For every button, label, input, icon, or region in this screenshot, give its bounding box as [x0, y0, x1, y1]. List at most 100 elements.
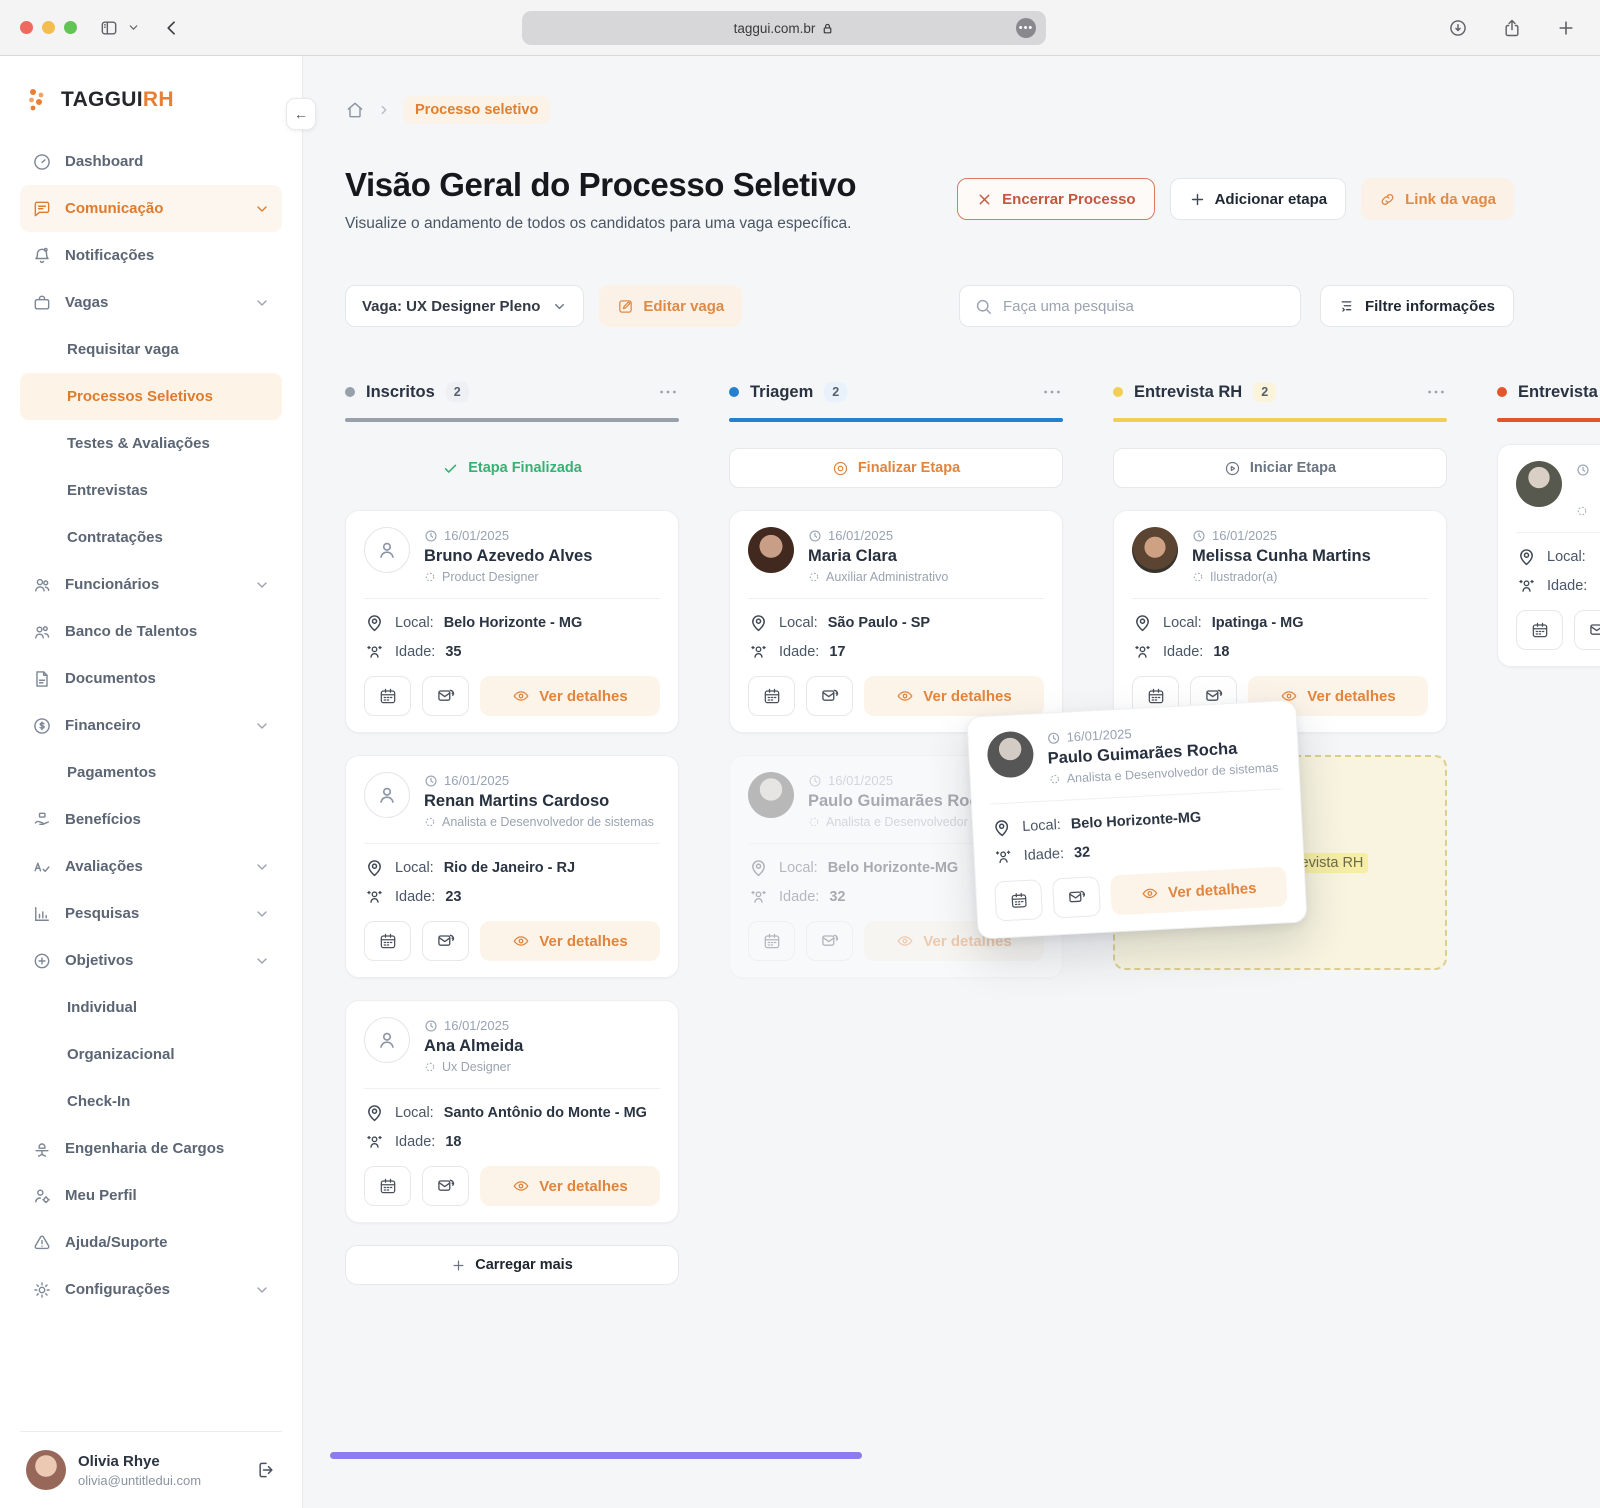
search-input[interactable] — [1002, 297, 1286, 315]
load-more-button[interactable]: Carregar mais — [345, 1245, 679, 1285]
clock-icon — [1576, 463, 1590, 477]
view-details-button[interactable]: Ver detalhes — [480, 921, 660, 961]
breadcrumb-current[interactable]: Processo seletivo — [403, 96, 551, 124]
sidebar-item-financeiro[interactable]: Financeiro — [20, 702, 282, 749]
candidate-card[interactable]: 16/01/2025 Melissa Cunha Martins Ilustrado… — [1113, 510, 1447, 733]
candidate-date: 16/01/2025 — [1046, 717, 1279, 746]
sidebar-toggle-icon[interactable] — [99, 18, 119, 38]
sidebar-item-contratacoes[interactable]: Contratações — [20, 514, 282, 561]
schedule-button[interactable] — [364, 921, 411, 961]
sidebar-item-configuracoes[interactable]: Configurações — [20, 1266, 282, 1313]
sidebar-item-vagas[interactable]: Vagas — [20, 279, 282, 326]
address-bar[interactable]: taggui.com.br ••• — [522, 11, 1046, 45]
view-details-button[interactable]: Ver detalhes — [480, 676, 660, 716]
sidebar-item-dashboard[interactable]: Dashboard — [20, 138, 282, 185]
sidebar-item-processos-seletivos[interactable]: Processos Seletivos — [20, 373, 282, 420]
sidebar-item-label: Engenharia de Cargos — [65, 1140, 225, 1157]
new-tab-icon[interactable] — [1556, 18, 1576, 38]
sidebar-item-banco-de-talentos[interactable]: Banco de Talentos — [20, 608, 282, 655]
sidebar-item-funcionarios[interactable]: Funcionários — [20, 561, 282, 608]
sidebar-item-requisitar-vaga[interactable]: Requisitar vaga — [20, 326, 282, 373]
view-details-button[interactable]: Ver detalhes — [1109, 866, 1288, 916]
schedule-button[interactable] — [748, 921, 795, 961]
sidebar-collapse-button[interactable]: ← — [286, 98, 316, 130]
location-icon — [1516, 546, 1537, 567]
sidebar-item-label: Testes & Avaliações — [67, 435, 210, 452]
sidebar-item-organizacional[interactable]: Organizacional — [20, 1031, 282, 1078]
role-circle-icon — [424, 571, 436, 583]
window-controls[interactable] — [20, 21, 77, 34]
candidate-role: Ilustrador(a) — [1192, 569, 1428, 585]
start-stage-button[interactable]: Iniciar Etapa — [1113, 448, 1447, 488]
end-process-button[interactable]: Encerrar Processo — [957, 178, 1155, 220]
page-settings-button[interactable]: ••• — [1016, 18, 1036, 38]
message-button[interactable] — [806, 676, 853, 716]
column-menu-button[interactable] — [657, 381, 679, 403]
sidebar-item-avaliacoes[interactable]: Avaliações — [20, 843, 282, 890]
sidebar-item-beneficios[interactable]: Benefícios — [20, 796, 282, 843]
chevron-down-icon — [254, 577, 270, 593]
finalize-stage-button[interactable]: Finalizar Etapa — [729, 448, 1063, 488]
close-window-button[interactable] — [20, 21, 33, 34]
sidebar-item-pagamentos[interactable]: Pagamentos — [20, 749, 282, 796]
horizontal-scrollbar[interactable] — [330, 1452, 862, 1459]
sidebar-item-documentos[interactable]: Documentos — [20, 655, 282, 702]
schedule-button[interactable] — [994, 879, 1044, 922]
schedule-button[interactable] — [364, 1166, 411, 1206]
message-button[interactable] — [422, 676, 469, 716]
job-select[interactable]: Vaga: UX Designer Pleno — [345, 285, 585, 327]
job-link-button[interactable]: Link da vaga — [1361, 178, 1514, 220]
candidate-card[interactable]: Local:Idade:Ver detalhes — [1497, 444, 1600, 667]
person-icon — [1516, 575, 1537, 596]
sidebar-item-entrevistas[interactable]: Entrevistas — [20, 467, 282, 514]
candidate-avatar — [1516, 461, 1562, 507]
column-menu-button[interactable] — [1041, 381, 1063, 403]
candidate-age: Idade: 18 — [1132, 640, 1428, 663]
back-button[interactable] — [162, 18, 182, 38]
message-button[interactable] — [422, 921, 469, 961]
share-icon[interactable] — [1502, 18, 1522, 38]
column-color-bar — [1497, 418, 1600, 422]
sidebar-item-meu-perfil[interactable]: Meu Perfil — [20, 1172, 282, 1219]
sidebar-item-ajuda-suporte[interactable]: Ajuda/Suporte — [20, 1219, 282, 1266]
schedule-button[interactable] — [364, 676, 411, 716]
chevron-down-icon[interactable] — [127, 21, 140, 34]
sidebar-item-objetivos[interactable]: Objetivos — [20, 937, 282, 984]
sidebar-item-pesquisas[interactable]: Pesquisas — [20, 890, 282, 937]
candidate-role — [1576, 503, 1600, 519]
logout-icon[interactable] — [256, 1460, 276, 1480]
candidate-card[interactable]: 16/01/2025 Maria Clara Auxiliar Administra… — [729, 510, 1063, 733]
sidebar-item-testes-avaliacoes[interactable]: Testes & Avaliações — [20, 420, 282, 467]
sidebar-item-notificacoes[interactable]: Notificações — [20, 232, 282, 279]
minimize-window-button[interactable] — [42, 21, 55, 34]
search-box[interactable] — [958, 285, 1301, 327]
add-stage-button[interactable]: Adicionar etapa — [1169, 178, 1347, 220]
filter-info-button[interactable]: Filtre informações — [1319, 285, 1514, 327]
candidate-card[interactable]: 16/01/2025 Renan Martins Cardoso Analista … — [345, 755, 679, 978]
candidate-card[interactable]: 16/01/2025 Bruno Azevedo Alves Product Des… — [345, 510, 679, 733]
user-section: Olivia Rhye olivia@untitledui.com — [20, 1431, 282, 1508]
sidebar-item-check-in[interactable]: Check-In — [20, 1078, 282, 1125]
column-menu-button[interactable] — [1425, 381, 1447, 403]
mail-forward-icon — [1204, 686, 1224, 706]
message-button[interactable] — [1051, 876, 1102, 919]
sidebar-item-individual[interactable]: Individual — [20, 984, 282, 1031]
zoom-window-button[interactable] — [64, 21, 77, 34]
message-button[interactable] — [422, 1166, 469, 1206]
home-icon[interactable] — [345, 100, 365, 120]
dragged-card[interactable]: 16/01/2025 Paulo Guimarães Rocha Analista … — [966, 699, 1308, 940]
schedule-button[interactable] — [748, 676, 795, 716]
sidebar-item-engenharia-de-cargos[interactable]: Engenharia de Cargos — [20, 1125, 282, 1172]
view-details-button[interactable]: Ver detalhes — [480, 1166, 660, 1206]
sidebar-item-comunicacao[interactable]: Comunicação — [20, 185, 282, 232]
view-details-button[interactable]: Ver detalhes — [864, 676, 1044, 716]
schedule-button[interactable] — [1516, 610, 1563, 650]
circle-dot-icon — [832, 460, 849, 477]
candidate-card[interactable]: 16/01/2025 Ana Almeida Ux Designer Local: Sa… — [345, 1000, 679, 1223]
message-button[interactable] — [806, 921, 853, 961]
message-button[interactable] — [1574, 610, 1600, 650]
edit-job-button[interactable]: Editar vaga — [599, 285, 743, 327]
candidate-avatar — [1132, 527, 1178, 573]
location-icon — [991, 817, 1013, 839]
downloads-icon[interactable] — [1448, 18, 1468, 38]
